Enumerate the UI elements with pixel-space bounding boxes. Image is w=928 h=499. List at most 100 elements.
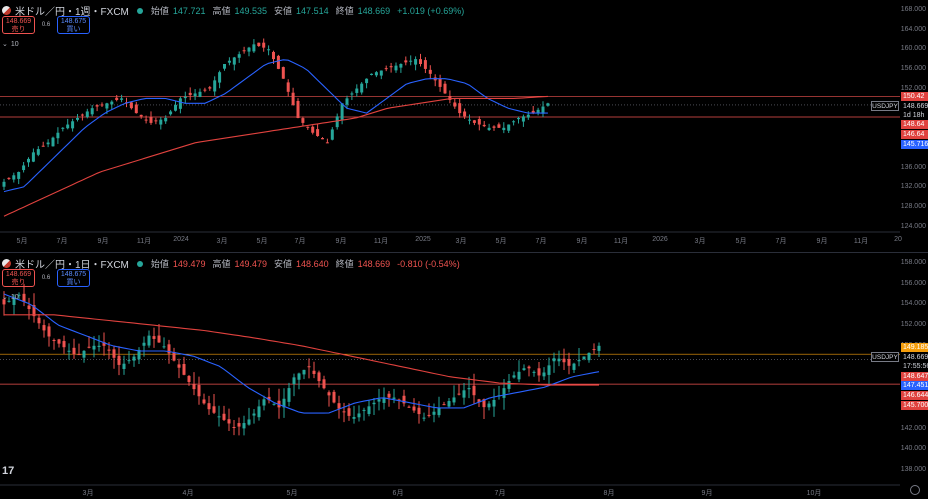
- sell-button[interactable]: 148.669 売り: [2, 269, 35, 287]
- candle-body: [537, 368, 541, 376]
- candle-body: [330, 129, 334, 140]
- candle-body: [512, 121, 516, 123]
- candle-body: [232, 426, 236, 428]
- price-tag: 148.64: [901, 120, 928, 129]
- candle-body: [87, 346, 91, 348]
- candle-body: [438, 78, 442, 87]
- time-tick-label: 3月: [694, 238, 706, 245]
- candle-body: [193, 93, 197, 97]
- candle-body: [177, 364, 181, 368]
- close-value: 148.669: [357, 258, 391, 269]
- candle-body: [162, 346, 166, 348]
- candle-body: [149, 117, 153, 123]
- buy-button[interactable]: 148.675 買い: [57, 269, 90, 287]
- candle-body: [142, 342, 146, 346]
- candle-body: [174, 104, 177, 111]
- candle-body: [370, 73, 373, 75]
- candle-body: [412, 406, 416, 411]
- daily-chart-pane[interactable]: 米ドル／円・1日・FXCM 始値 149.479 高値 149.479 安値 148.…: [0, 252, 928, 499]
- candle-body: [399, 64, 403, 68]
- candle-body: [392, 397, 396, 399]
- candle-body: [192, 384, 196, 390]
- time-tick-label: 5月: [16, 238, 28, 245]
- candle-body: [352, 417, 356, 419]
- buy-button[interactable]: 148.675 買い: [57, 16, 90, 34]
- candle-body: [46, 142, 50, 145]
- candle-body: [71, 121, 75, 129]
- candle-body: [237, 423, 241, 427]
- weekly-chart-canvas[interactable]: [0, 0, 928, 250]
- candle-body: [362, 409, 366, 411]
- low-label: 安値: [274, 6, 293, 16]
- chevron-down-icon[interactable]: ⌄: [2, 294, 8, 301]
- candle-body: [372, 402, 376, 405]
- candle-body: [22, 293, 26, 302]
- open-value: 147.721: [172, 5, 206, 16]
- spread-value: 0.6: [41, 275, 51, 281]
- daily-chart-canvas[interactable]: [0, 253, 928, 499]
- candle-body: [452, 397, 456, 403]
- time-tick-label: 11月: [853, 238, 869, 245]
- time-tick-label: 5月: [286, 490, 298, 497]
- indicator-row[interactable]: ⌄ 10: [2, 293, 19, 302]
- price-tag: 150.42: [901, 92, 928, 101]
- candle-body: [137, 349, 141, 360]
- weekly-chart-title[interactable]: 米ドル／円・1週・FXCM: [15, 7, 129, 18]
- candle-body: [213, 80, 217, 92]
- chevron-down-icon[interactable]: ⌄: [2, 41, 8, 48]
- sell-button[interactable]: 148.669 売り: [2, 16, 35, 34]
- candle-body: [127, 360, 131, 362]
- candle-body: [316, 129, 320, 136]
- indicator-row[interactable]: ⌄ 10: [2, 40, 19, 49]
- candle-body: [453, 102, 457, 107]
- time-tick-label: 7月: [494, 490, 506, 497]
- candle-body: [67, 350, 71, 352]
- open-label: 始値: [150, 259, 169, 269]
- candle-body: [56, 132, 60, 139]
- candle-body: [468, 119, 471, 121]
- candle-body: [312, 370, 316, 374]
- candle-body: [458, 103, 462, 114]
- candle-body: [374, 72, 378, 76]
- time-tick-label: 3月: [82, 490, 94, 497]
- candle-body: [12, 175, 16, 180]
- candle-body: [92, 345, 96, 350]
- candle-body: [347, 408, 351, 416]
- price-tick-label: 160.000: [900, 45, 926, 53]
- candle-body: [557, 358, 561, 362]
- candle-body: [147, 335, 151, 346]
- time-tick-label: 4月: [182, 490, 194, 497]
- candle-body: [110, 101, 114, 105]
- candle-body: [389, 66, 393, 68]
- scroll-to-realtime-icon[interactable]: [910, 485, 920, 495]
- candle-body: [208, 87, 212, 89]
- candle-body: [27, 305, 31, 310]
- indicator-count: 10: [10, 293, 19, 301]
- price-tag: 147.451: [901, 381, 928, 390]
- time-tick-label: 11月: [373, 238, 389, 245]
- market-open-icon: [136, 260, 143, 267]
- candle-body: [202, 399, 206, 404]
- candle-body: [335, 116, 339, 128]
- time-tick-label: 5月: [256, 238, 268, 245]
- price-tick-label: 168.000: [900, 6, 926, 13]
- candle-body: [282, 398, 286, 408]
- price-tag: 145.716: [901, 140, 928, 149]
- candle-body: [7, 177, 11, 179]
- candle-body: [377, 399, 381, 402]
- candle-body: [592, 349, 596, 351]
- candle-body: [522, 368, 526, 371]
- daily-trade-buttons: 148.669 売り 0.6 148.675 買い: [2, 269, 90, 287]
- ma-red-line: [3, 95, 548, 217]
- candle-body: [122, 363, 126, 369]
- time-tick-label: 7月: [294, 238, 306, 245]
- daily-chart-title[interactable]: 米ドル／円・1日・FXCM: [15, 260, 129, 271]
- weekly-chart-pane[interactable]: 米ドル／円・1週・FXCM 始値 147.721 高値 149.535 安値 147.…: [0, 0, 928, 250]
- price-tag: 148.669: [901, 353, 928, 362]
- price-tag: 1d 18h: [901, 111, 928, 120]
- candle-body: [422, 417, 426, 419]
- tradingview-logo: 17: [2, 465, 15, 477]
- candle-body: [542, 372, 546, 377]
- candle-body: [17, 172, 21, 179]
- candle-body: [562, 358, 566, 363]
